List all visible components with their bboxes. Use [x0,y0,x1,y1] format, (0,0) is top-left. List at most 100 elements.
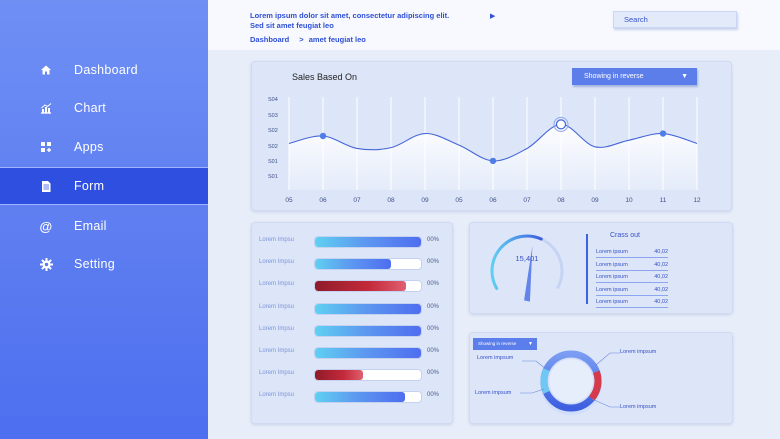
sidebar-item-apps[interactable]: Apps [0,128,208,166]
progress-row: Lorem Impsu 00% [252,256,452,272]
y-tick-label: S01 [268,174,278,180]
sidebar-item-dashboard[interactable]: Dashboard [0,51,208,89]
sales-line-chart-panel: S01 S01 S02 S02 S03 S04 05 06 07 08 09 05 06 07 08 09 1… [251,61,732,211]
gauge-value: 15,401 [516,254,539,263]
chart-filter-dropdown[interactable]: Showing in reverse ▼ [572,68,697,85]
row-label: Lorem ipsum [596,249,628,255]
progress-row: Lorem Impsu 00% [252,389,452,405]
crass-out-row: Lorem ipsum 40,02 [596,296,668,309]
chevron-down-icon: ▼ [528,341,533,347]
progress-track [314,258,422,271]
donut-leader-line [595,352,620,366]
x-tick-label: 12 [693,197,701,204]
data-point[interactable] [659,130,667,137]
row-value: 40,02 [654,286,668,293]
apps-icon [38,139,54,155]
row-value: 40,02 [654,299,668,306]
row-value: 40,02 [654,274,668,281]
crass-out-row: Lorem ipsum 40,02 [596,259,668,271]
data-point[interactable] [489,157,497,165]
x-tick-label: 05 [455,197,463,204]
sidebar-item-chart[interactable]: Chart [0,89,208,127]
top-header: Lorem ipsum dolor sit amet, consectetur … [208,0,780,50]
data-point-highlight[interactable] [555,119,567,130]
breadcrumb-item-dashboard[interactable]: Dashboard [250,35,290,44]
progress-bars-panel: Lorem Impsu 00% Lorem Impsu 00% Lorem Impsu 0… [251,222,453,424]
sidebar-item-setting[interactable]: Setting [0,245,208,283]
data-point[interactable] [319,132,327,140]
progress-percent: 00% [427,392,440,399]
sidebar-item-form[interactable]: Form [0,167,208,205]
y-tick-label: S02 [268,128,278,134]
sidebar-item-email[interactable]: @ Email [0,207,208,245]
x-tick-label: 08 [557,197,565,204]
y-tick-label: S04 [268,97,278,103]
progress-track [314,236,422,248]
breadcrumb-separator: > [299,35,304,44]
donut-label: Lorem impsum [475,390,512,396]
home-icon [38,62,54,78]
highlight-ring [553,116,569,132]
donut-leader-line [522,360,547,370]
row-value: 40,02 [654,249,668,255]
search-input[interactable]: Search [613,11,737,28]
crass-out-row: Lorem ipsum 40,02 [596,271,668,284]
progress-row: Lorem Impsu 00% [252,301,452,317]
gear-icon [38,256,54,272]
progress-percent: 00% [427,303,440,310]
sidebar-item-label: Dashboard [74,63,138,77]
at-icon: @ [39,218,53,234]
gauge-panel: 15,401 Crass out Lorem ipsum 40,02 Lorem i… [469,222,733,314]
x-tick-label: 10 [625,197,633,204]
header-line-2: Sed sit amet feugiat leo [250,21,334,30]
donut-hole [549,359,593,403]
progress-track [314,369,422,382]
sidebar-item-label: Chart [74,101,107,115]
progress-row: Lorem Impsu 00% [252,234,452,250]
progress-percent: 00% [427,325,440,332]
crass-out-row: Lorem ipsum 40,02 [596,246,668,258]
sidebar: Dashboard Chart Apps Form @ Email Settin… [0,0,208,439]
donut-segment-red [588,370,602,401]
sales-line-chart: S01 S01 S02 S02 S03 S04 05 06 07 08 09 05 06 07 08 09 1… [268,97,701,204]
chart-title: Sales Based On [292,72,358,82]
progress-percent: 00% [427,348,440,354]
progress-percent: 00% [427,237,440,243]
progress-track [314,324,422,337]
breadcrumb: Dashboard > amet feugiat leo [250,35,366,44]
donut-leader-line [520,388,545,394]
donut-panel: Showing in reverse ▼ Lorem impsum Lorem … [469,332,733,424]
x-tick-label: 05 [285,197,293,204]
donut-leader-line [591,398,620,408]
x-tick-label: 06 [489,197,497,204]
donut-label: Lorem impsum [620,349,657,355]
x-tick-label: 09 [591,197,599,204]
row-label: Lorem ipsum [596,299,628,306]
crass-out-row: Lorem ipsum 40,02 [596,284,668,296]
row-label: Lorem ipsum [596,286,628,293]
chart-icon [38,100,54,116]
progress-label: Lorem Impsu [259,325,295,332]
progress-track [314,391,422,404]
donut-filter-dropdown[interactable]: Showing in reverse ▼ [473,338,537,350]
sidebar-item-label: Setting [74,257,116,271]
play-icon[interactable]: ▶ [490,13,496,20]
sidebar-item-label: Apps [74,140,104,154]
donut-chart [520,350,620,415]
progress-row: Lorem Impsu 00% [252,345,452,361]
progress-row: Lorem Impsu 00% [252,278,452,294]
donut-label: Lorem impsum [477,355,514,361]
dropdown-label: Showing in reverse [478,341,517,346]
row-label: Lorem ipsum [596,261,628,268]
y-tick-label: S01 [268,159,278,165]
divider [586,234,588,304]
progress-fill [315,259,392,270]
progress-fill [315,370,363,381]
x-tick-label: 07 [353,197,361,204]
header-line-1: Lorem ipsum dolor sit amet, consectetur … [250,11,450,20]
donut-segment-cyan [540,368,550,394]
row-label: Lorem ipsum [596,274,628,281]
progress-percent: 00% [427,259,440,266]
progress-label: Lorem Impsu [259,259,295,266]
breadcrumb-item-current[interactable]: amet feugiat leo [308,35,366,44]
